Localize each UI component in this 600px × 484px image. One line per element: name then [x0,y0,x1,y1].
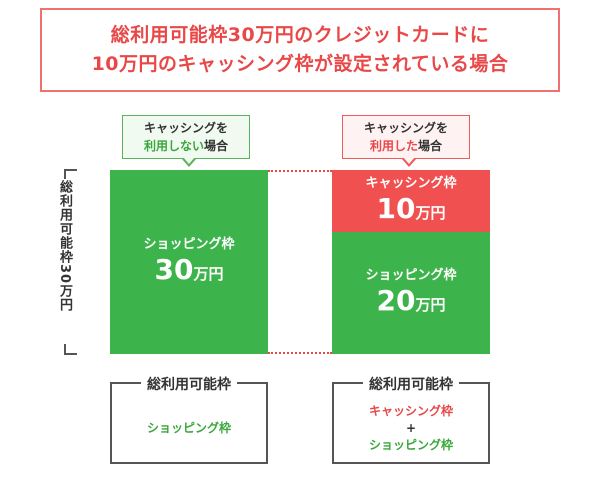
title-line-1: 総利用可能枠30万円のクレジットカードに [110,24,490,46]
left-shopping-amount-number: 30 [154,253,194,286]
bracket-line-top [64,169,66,179]
right-cashing-bar: キャッシング枠 10万円 [332,170,490,232]
right-cashing-label: キャッシング枠 [365,176,457,191]
callout-not-used-highlight: 利用しない [143,139,204,153]
right-cashing-amount-unit: 万円 [415,204,446,222]
callout-not-used-line1: キャッシングを [143,121,228,135]
summary-right-title: 総利用可能枠 [363,377,459,393]
right-shopping-amount: 20万円 [377,286,446,320]
right-cashing-amount-number: 10 [376,192,416,225]
left-shopping-bar: ショッピング枠 30万円 [110,170,268,354]
summary-box-left: 総利用可能枠 ショッピング枠 [110,377,268,464]
bracket-top [64,169,77,171]
right-shopping-bar: ショッピング枠 20万円 [332,232,490,354]
summary-left-content: ショッピング枠 [112,398,266,458]
total-limit-label: 総利用可能枠30万円 [57,180,72,313]
summary-left-title-wrap: 総利用可能枠 [112,374,266,394]
callout-used: キャッシングを 利用した場合 [342,115,470,167]
summary-right-cashing: キャッシング枠 [368,403,453,418]
right-shopping-label: ショッピング枠 [365,268,457,283]
left-shopping-label: ショッピング枠 [143,237,235,252]
callout-tail-inner [403,157,415,164]
callout-tail-inner [183,157,195,164]
dotted-connector-bottom [268,352,332,354]
title-line-2: 10万円のキャッシング枠が設定されている場合 [91,53,509,75]
summary-right-plus: + [405,420,417,435]
bracket-line-bottom [64,344,66,355]
summary-left-title: 総利用可能枠 [141,377,237,393]
summary-right-content: キャッシング枠 + ショッピング枠 [334,398,488,458]
callout-used-rest: 場合 [418,139,443,153]
callout-not-used-line2: 利用しない場合 [144,137,228,155]
right-cashing-amount: 10万円 [377,194,446,228]
summary-right-shopping: ショッピング枠 [368,437,453,452]
right-shopping-amount-unit: 万円 [415,296,446,314]
bracket-bottom [64,353,77,355]
callout-used-line2: 利用した場合 [370,137,442,155]
summary-box-right: 総利用可能枠 キャッシング枠 + ショッピング枠 [332,377,490,464]
summary-left-shopping: ショッピング枠 [146,420,231,435]
callout-used-line1: キャッシングを [363,121,448,135]
left-shopping-amount-unit: 万円 [193,265,224,283]
callout-not-used-rest: 場合 [204,139,229,153]
title-box: 総利用可能枠30万円のクレジットカードに 10万円のキャッシング枠が設定されてい… [40,8,560,92]
dotted-connector-top [268,170,332,172]
callout-not-used: キャッシングを 利用しない場合 [122,115,250,167]
summary-right-title-wrap: 総利用可能枠 [334,374,488,394]
right-shopping-amount-number: 20 [376,284,416,317]
left-shopping-amount: 30万円 [155,255,224,289]
callout-used-highlight: 利用した [369,139,418,153]
